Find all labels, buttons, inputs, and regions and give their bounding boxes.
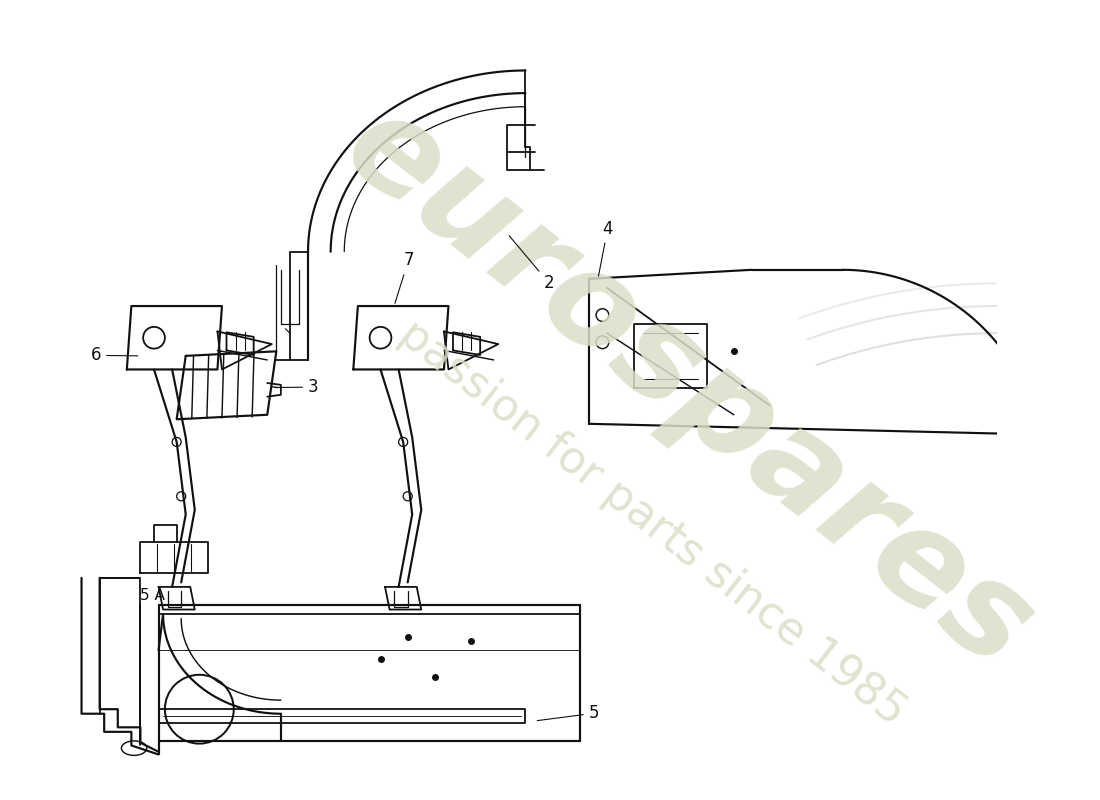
Text: 5: 5: [537, 704, 600, 722]
Text: 2: 2: [509, 236, 554, 292]
Text: 3: 3: [275, 378, 319, 396]
Text: passion for parts since 1985: passion for parts since 1985: [390, 313, 914, 734]
Text: eurospares: eurospares: [320, 81, 1056, 694]
Text: 4: 4: [598, 219, 613, 276]
Text: 7: 7: [395, 251, 414, 303]
Text: 6: 6: [90, 346, 138, 364]
Text: 5 A: 5 A: [141, 589, 165, 603]
